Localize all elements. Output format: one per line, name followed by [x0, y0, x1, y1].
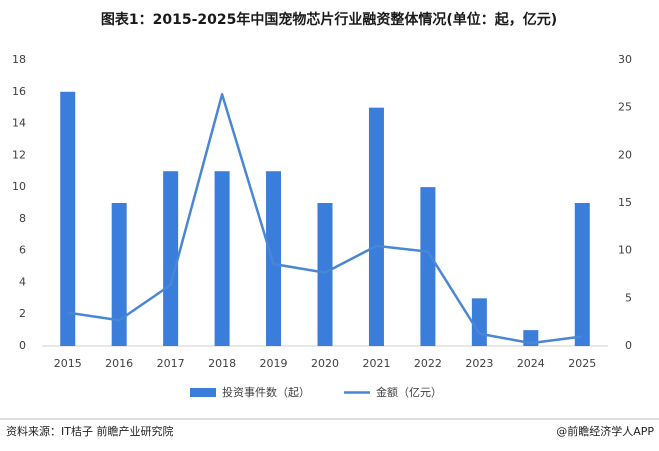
legend-label: 金额（亿元） — [376, 385, 442, 399]
y2-tick-label: 5 — [625, 291, 632, 304]
bar — [317, 203, 333, 346]
y-tick-label: 10 — [12, 180, 26, 193]
bar — [420, 187, 436, 346]
y-tick-label: 8 — [19, 212, 26, 225]
legend-label: 投资事件数（起） — [222, 385, 310, 399]
y-tick-label: 18 — [12, 53, 26, 66]
y2-tick-label: 10 — [618, 244, 632, 257]
source: 资料来源：IT桔子 前瞻产业研究院 — [6, 424, 173, 438]
x-tick-label: 2022 — [414, 357, 442, 370]
legend-swatch — [190, 388, 216, 397]
x-tick-label: 2015 — [54, 357, 82, 370]
y-tick-label: 14 — [12, 117, 26, 130]
y-tick-label: 4 — [19, 275, 26, 288]
bar — [471, 298, 487, 346]
y2-tick-label: 25 — [618, 101, 632, 114]
x-tick-label: 2019 — [260, 357, 288, 370]
x-tick-label: 2024 — [517, 357, 545, 370]
x-tick-label: 2020 — [311, 357, 339, 370]
y-tick-label: 0 — [19, 339, 26, 352]
bar — [368, 107, 384, 347]
y2-tick-label: 30 — [618, 53, 632, 66]
x-tick-label: 2018 — [208, 357, 236, 370]
chart-title: 图表1：2015-2025年中国宠物芯片行业融资整体情况(单位：起，亿元) — [101, 11, 557, 28]
y-tick-label: 2 — [19, 307, 26, 320]
y2-tick-label: 0 — [625, 339, 632, 352]
bar — [214, 171, 230, 346]
x-tick-label: 2021 — [362, 357, 390, 370]
bar — [60, 91, 76, 347]
y2-tick-label: 15 — [618, 196, 632, 209]
line — [67, 93, 583, 345]
y-tick-label: 12 — [12, 148, 26, 161]
bar — [266, 171, 282, 346]
y-tick-label: 16 — [12, 85, 26, 98]
x-tick-label: 2023 — [465, 357, 493, 370]
x-tick-label: 2025 — [568, 357, 596, 370]
x-tick-label: 2017 — [157, 357, 185, 370]
x-tick-label: 2016 — [105, 357, 133, 370]
y-tick-label: 6 — [19, 244, 26, 257]
y2-tick-label: 20 — [618, 148, 632, 161]
bar — [111, 203, 127, 346]
bar — [163, 171, 179, 346]
brand: @前瞻经济学人APP — [556, 424, 654, 438]
bar — [574, 203, 590, 346]
